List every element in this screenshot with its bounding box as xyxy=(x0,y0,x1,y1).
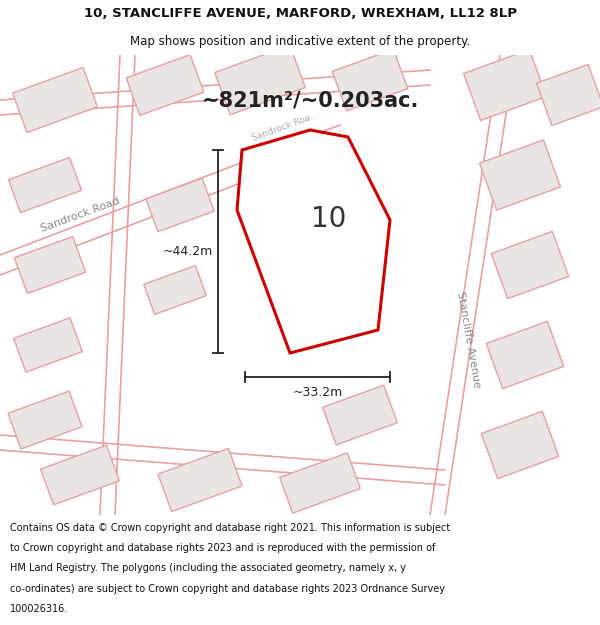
Polygon shape xyxy=(464,49,547,121)
Polygon shape xyxy=(481,411,559,479)
Text: Stancliffe Avenue: Stancliffe Avenue xyxy=(455,291,481,389)
Polygon shape xyxy=(143,266,206,314)
Polygon shape xyxy=(126,54,204,116)
Text: Sandrock Road: Sandrock Road xyxy=(39,196,121,234)
Text: 10: 10 xyxy=(311,204,346,232)
Text: co-ordinates) are subject to Crown copyright and database rights 2023 Ordnance S: co-ordinates) are subject to Crown copyr… xyxy=(10,584,445,594)
Polygon shape xyxy=(8,391,82,449)
Polygon shape xyxy=(215,45,305,115)
Text: 100026316.: 100026316. xyxy=(10,604,68,614)
Polygon shape xyxy=(486,321,564,389)
Text: Map shows position and indicative extent of the property.: Map shows position and indicative extent… xyxy=(130,35,470,48)
Polygon shape xyxy=(280,453,361,513)
Polygon shape xyxy=(491,231,569,299)
Polygon shape xyxy=(14,318,82,372)
Text: 10, STANCLIFFE AVENUE, MARFORD, WREXHAM, LL12 8LP: 10, STANCLIFFE AVENUE, MARFORD, WREXHAM,… xyxy=(83,8,517,20)
Polygon shape xyxy=(479,140,560,210)
Polygon shape xyxy=(146,178,214,232)
Text: Contains OS data © Crown copyright and database right 2021. This information is : Contains OS data © Crown copyright and d… xyxy=(10,522,450,532)
Text: to Crown copyright and database rights 2023 and is reproduced with the permissio: to Crown copyright and database rights 2… xyxy=(10,543,435,553)
Text: ~821m²/~0.203ac.: ~821m²/~0.203ac. xyxy=(202,90,419,110)
Text: ~44.2m: ~44.2m xyxy=(163,245,213,258)
Polygon shape xyxy=(237,130,390,353)
Polygon shape xyxy=(323,385,397,445)
Polygon shape xyxy=(13,68,97,132)
Polygon shape xyxy=(8,158,82,212)
Polygon shape xyxy=(332,49,408,111)
Polygon shape xyxy=(41,445,119,505)
Polygon shape xyxy=(14,236,86,294)
Text: HM Land Registry. The polygons (including the associated geometry, namely x, y: HM Land Registry. The polygons (includin… xyxy=(10,563,406,573)
Text: Sandrock Roa...: Sandrock Roa... xyxy=(250,111,320,143)
Polygon shape xyxy=(158,448,242,512)
Polygon shape xyxy=(536,64,600,126)
Text: ~33.2m: ~33.2m xyxy=(292,386,343,399)
